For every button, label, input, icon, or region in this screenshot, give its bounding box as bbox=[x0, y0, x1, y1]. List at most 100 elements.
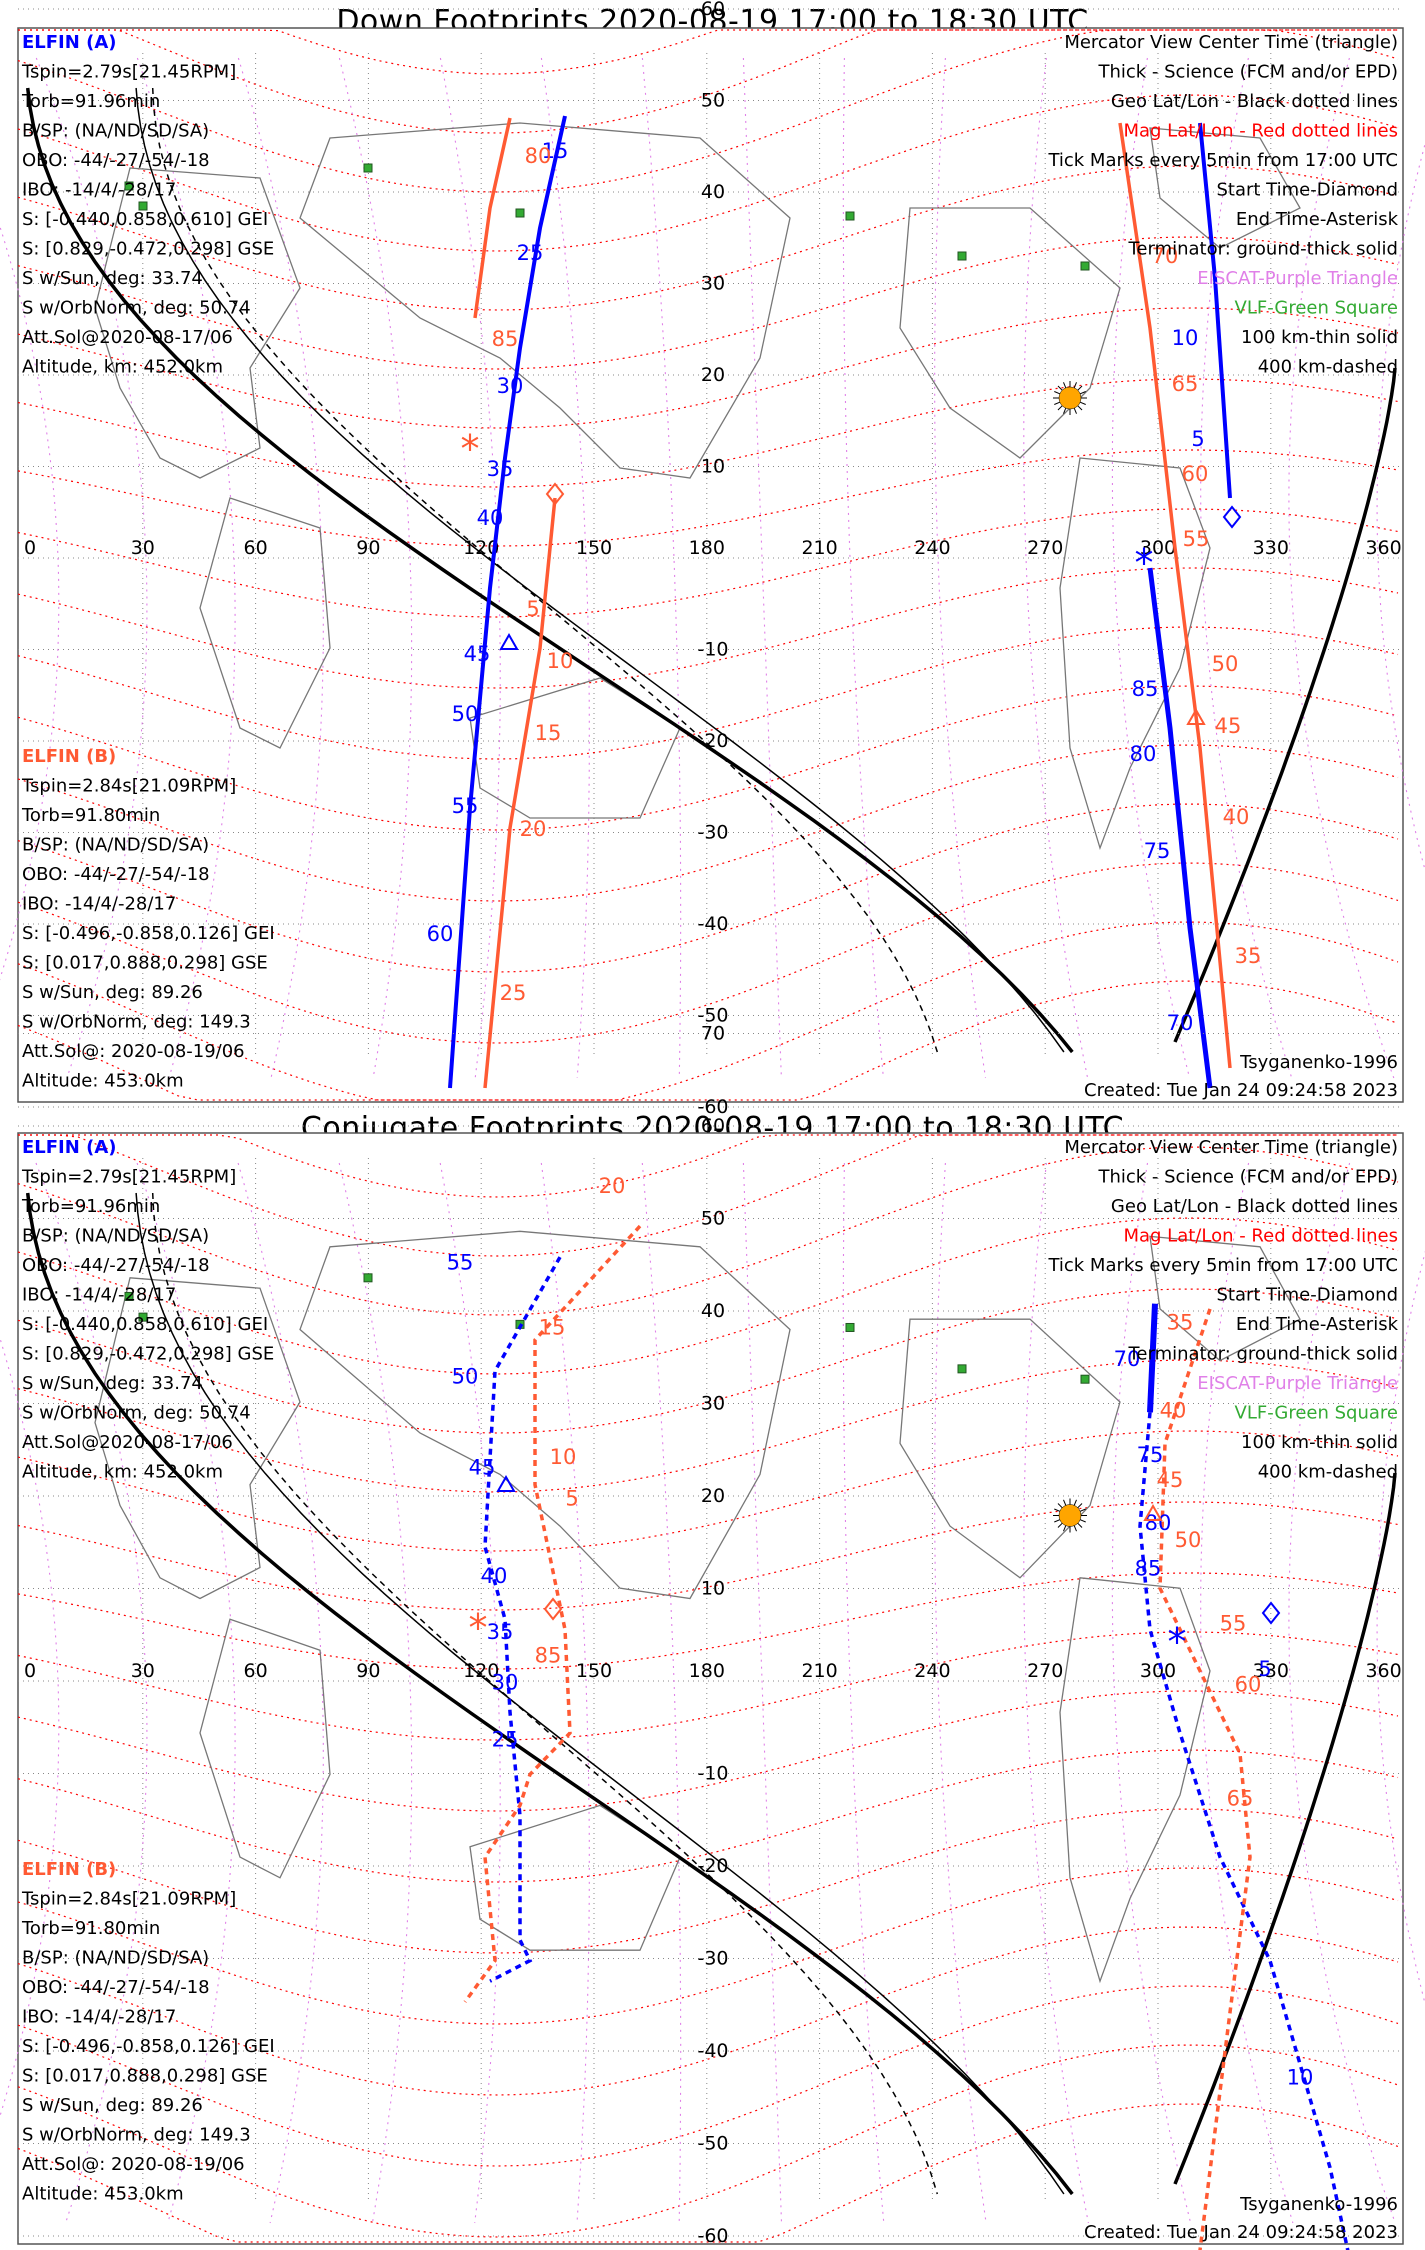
elfin-b-time-label: 15 bbox=[539, 1316, 566, 1340]
lat-tick-label: -60 bbox=[697, 2225, 728, 2247]
mag-lon-line bbox=[1200, 1162, 1294, 2224]
vlf-square-marker bbox=[515, 208, 525, 218]
elfin-a-time-label: 25 bbox=[492, 1727, 519, 1751]
legend-line: VLF-Green Square bbox=[1235, 298, 1398, 319]
elfin-b-info-line: S w/Sun, deg: 89.26 bbox=[22, 2095, 203, 2116]
elfin-b-info-line: IBO: -14/4/-28/17 bbox=[22, 2007, 176, 2028]
elfin-b-time-label: 60 bbox=[1235, 1673, 1262, 1697]
elfin-a-time-label: 30 bbox=[497, 374, 524, 398]
lat-tick-label: 10 bbox=[701, 1578, 725, 1600]
elfin-b-time-label: 10 bbox=[547, 649, 574, 673]
mag-lon-line bbox=[934, 1162, 987, 2224]
lon-tick-label: 330 bbox=[1253, 1660, 1289, 1682]
lon-tick-label: 60 bbox=[244, 1660, 268, 1682]
elfin-a-info-line: Altitude, km: 452.0km bbox=[22, 1462, 223, 1483]
mag-lon-line bbox=[1376, 141, 1425, 872]
sun-disc bbox=[1058, 386, 1082, 410]
terminator-ground bbox=[1173, 367, 1397, 1043]
lon-tick-label: 210 bbox=[801, 537, 837, 559]
elfin-a-track bbox=[448, 115, 567, 1089]
continent-outline bbox=[199, 1618, 331, 1879]
elfin-b-time-label: 85 bbox=[492, 327, 519, 351]
sun-icon bbox=[1053, 381, 1087, 415]
mag-lat-line bbox=[17, 744, 1399, 902]
mag-lon-line bbox=[237, 57, 324, 1079]
sun-icon bbox=[1053, 1498, 1087, 1533]
mag-lat-line bbox=[17, 2044, 1399, 2238]
elfin-b-time-label: 55 bbox=[1183, 527, 1210, 551]
elfin-b-header: ELFIN (B) bbox=[22, 746, 116, 767]
elfin-a-info-line: Altitude, km: 452.0km bbox=[22, 357, 223, 378]
lat-tick-label: 20 bbox=[701, 1485, 725, 1507]
lon-tick-label: 360 bbox=[1365, 537, 1401, 559]
terminator-100km bbox=[135, 87, 1065, 1053]
mag-lat-line bbox=[17, 1217, 1399, 1375]
elfin-a-time-label: 10 bbox=[1287, 2066, 1314, 2090]
legend-line: Tick Marks every 5min from 17:00 UTC bbox=[1047, 150, 1398, 171]
diamond-start-marker bbox=[543, 1597, 563, 1621]
elfin-b-info-line: Torb=91.80min bbox=[21, 805, 160, 826]
mag-lat-line bbox=[17, 862, 1399, 1044]
asterisk-end-marker: * bbox=[461, 427, 480, 471]
continent-outline bbox=[899, 1318, 1121, 1579]
terminator-ground bbox=[25, 87, 1074, 1054]
elfin-b-time-label: 5 bbox=[565, 1486, 578, 1510]
lon-tick-label: 90 bbox=[356, 537, 380, 559]
mag-lat-line bbox=[17, 803, 1399, 973]
legend-line: EISCAT-Purple Triangle bbox=[1197, 1373, 1398, 1394]
legend-line: End Time-Asterisk bbox=[1236, 209, 1399, 230]
elfin-b-time-label: 50 bbox=[1175, 1528, 1202, 1552]
model-name: Tsyganenko-1996 bbox=[1239, 2194, 1398, 2215]
mag-lat-line bbox=[17, 921, 1399, 1101]
legend-line: Geo Lat/Lon - Black dotted lines bbox=[1111, 91, 1398, 112]
legend-line: Terminator: ground-thick solid bbox=[1127, 1344, 1398, 1365]
triangle-center-marker bbox=[496, 1474, 516, 1492]
elfin-b-time-label: 65 bbox=[1172, 372, 1199, 396]
lat-tick-label: -30 bbox=[697, 1948, 728, 1970]
elfin-a-time-label: 75 bbox=[1137, 1443, 1164, 1467]
elfin-a-info-line: Torb=91.96min bbox=[21, 1196, 160, 1217]
mag-lat-line bbox=[17, 1572, 1399, 1670]
asterisk-end-marker: * bbox=[1135, 541, 1154, 585]
mag-lon-line bbox=[136, 1162, 236, 2224]
mag-lon-line bbox=[0, 225, 60, 981]
continent-outline bbox=[94, 1277, 301, 1600]
lat-tick-label: 30 bbox=[701, 1393, 725, 1415]
elfin-a-info-line: Tspin=2.79s[21.45RPM] bbox=[21, 1167, 236, 1188]
elfin-b-time-label: 50 bbox=[1212, 652, 1239, 676]
elfin-b-time-label: 20 bbox=[599, 1174, 626, 1198]
mag-lon-line bbox=[1376, 1250, 1425, 2006]
elfin-a-time-label: 85 bbox=[1132, 677, 1159, 701]
lon-tick-label: 330 bbox=[1253, 537, 1289, 559]
lon-tick-label: 30 bbox=[131, 537, 155, 559]
lon-tick-label: 270 bbox=[1027, 1660, 1063, 1682]
legend-line: Start Time-Diamond bbox=[1216, 180, 1398, 201]
vlf-square-marker bbox=[1080, 261, 1090, 271]
lat-tick-label: -60 bbox=[697, 1096, 728, 1118]
elfin-a-info-line: S w/OrbNorm, deg: 50.74 bbox=[22, 298, 251, 319]
mag-lat-line bbox=[17, 94, 1399, 252]
mag-lat-line bbox=[18, 1134, 1398, 1198]
map-frame bbox=[17, 27, 1404, 1103]
elfin-b-info-line: OBO: -44/-27/-54/-18 bbox=[22, 1977, 210, 1998]
lat-tick-label: 50 bbox=[701, 1208, 725, 1230]
lon-tick-label: 300 bbox=[1140, 537, 1176, 559]
elfin-a-time-label: 30 bbox=[492, 1671, 519, 1695]
mag-lat-line bbox=[17, 1690, 1399, 1812]
continent-outline bbox=[1059, 457, 1211, 851]
lon-tick-label: 30 bbox=[131, 1660, 155, 1682]
vlf-square-marker bbox=[124, 1291, 134, 1301]
elfin-b-header: ELFIN (B) bbox=[22, 1859, 116, 1880]
legend-line: Thick - Science (FCM and/or EPD) bbox=[1097, 62, 1398, 83]
elfin-b-time-label: 10 bbox=[550, 1445, 577, 1469]
lat-tick-label: 40 bbox=[701, 1300, 725, 1322]
lat-tick-label: -50 bbox=[697, 1005, 728, 1027]
mag-lat-line bbox=[17, 29, 1399, 193]
elfin-a-info-line: S: [0.829,-0.472,0.298] GSE bbox=[22, 1344, 274, 1365]
mag-lat-line bbox=[17, 1430, 1399, 1552]
elfin-a-info-line: S w/Sun, deg: 33.74 bbox=[22, 268, 203, 289]
triangle-center-marker bbox=[499, 632, 519, 650]
lat-tick-label: 60 bbox=[701, 1115, 725, 1137]
terminator-ground bbox=[25, 1192, 1074, 2196]
